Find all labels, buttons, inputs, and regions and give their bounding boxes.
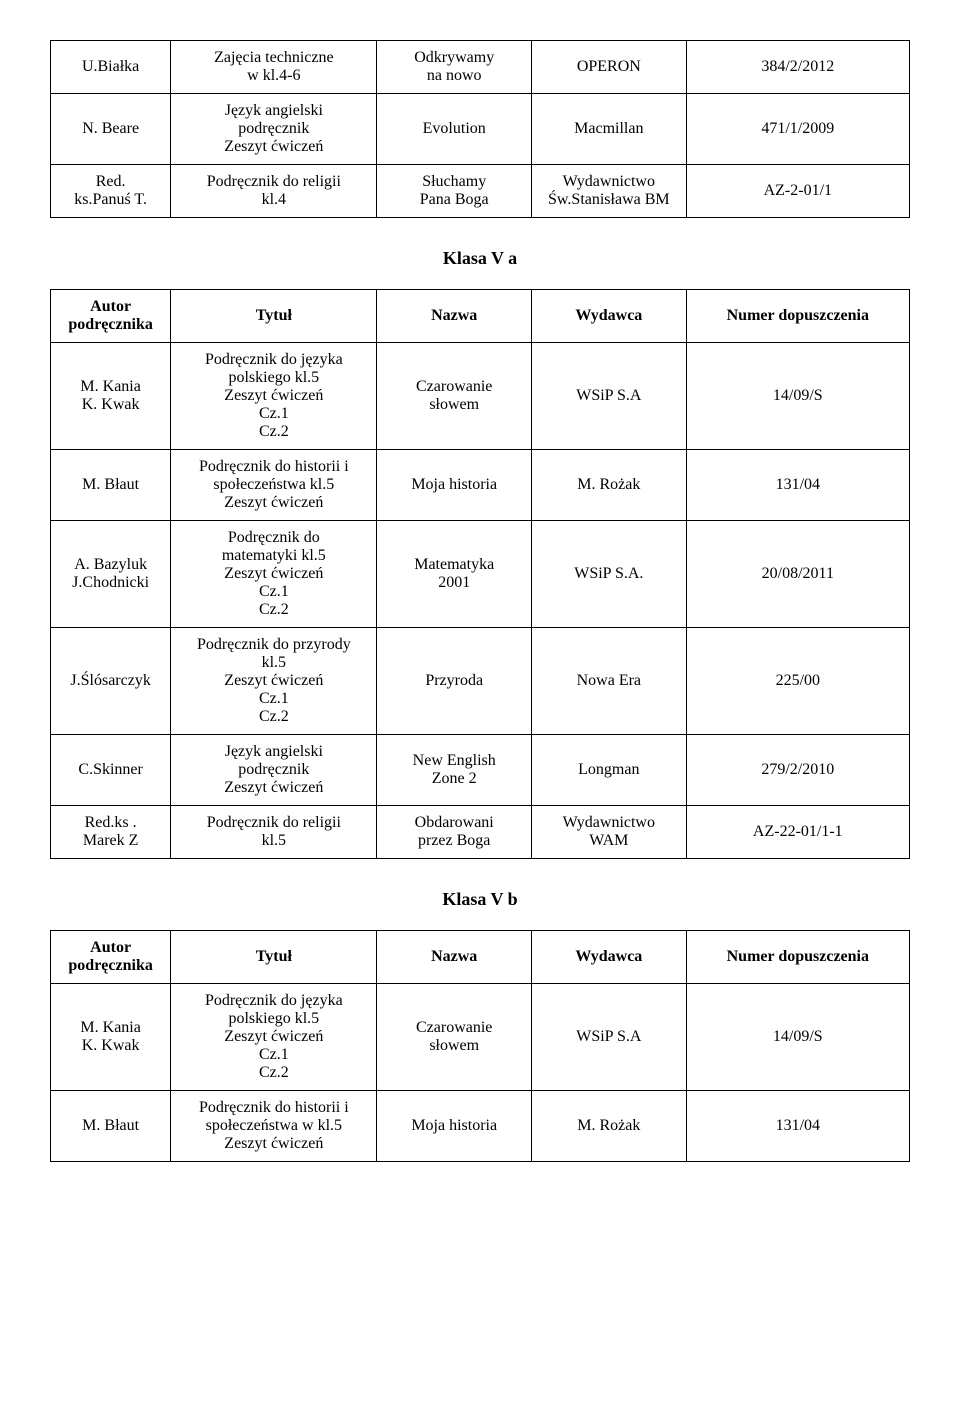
section-heading-klasa-va: Klasa V a [50, 248, 910, 269]
cell-number: 14/09/S [686, 343, 909, 450]
textbook-table-1: U.Białka Zajęcia technicznew kl.4-6 Odkr… [50, 40, 910, 218]
cell-name: Matematyka2001 [377, 521, 532, 628]
cell-name: Czarowaniesłowem [377, 343, 532, 450]
table-row: J.Ślósarczyk Podręcznik do przyrodykl.5Z… [51, 628, 910, 735]
cell-author: M. KaniaK. Kwak [51, 984, 171, 1091]
table-body: U.Białka Zajęcia technicznew kl.4-6 Odkr… [51, 41, 910, 218]
header-number: Numer dopuszczenia [686, 931, 909, 984]
cell-publisher: WSiP S.A [532, 984, 687, 1091]
table-row: U.Białka Zajęcia technicznew kl.4-6 Odkr… [51, 41, 910, 94]
header-number: Numer dopuszczenia [686, 290, 909, 343]
cell-author: J.Ślósarczyk [51, 628, 171, 735]
cell-name: Moja historia [377, 450, 532, 521]
table-row: M. Błaut Podręcznik do historii ispołecz… [51, 450, 910, 521]
cell-name: New EnglishZone 2 [377, 735, 532, 806]
cell-author: Red.ks.Panuś T. [51, 165, 171, 218]
cell-number: 131/04 [686, 450, 909, 521]
cell-author: M. Błaut [51, 1091, 171, 1162]
cell-title: Podręcznik do historii ispołeczeństwa kl… [171, 450, 377, 521]
cell-publisher: Nowa Era [532, 628, 687, 735]
cell-author: N. Beare [51, 94, 171, 165]
table-row: N. Beare Język angielskipodręcznikZeszyt… [51, 94, 910, 165]
table-head: Autorpodręcznika Tytuł Nazwa Wydawca Num… [51, 290, 910, 343]
cell-number: AZ-22-01/1-1 [686, 806, 909, 859]
cell-number: 225/00 [686, 628, 909, 735]
header-publisher: Wydawca [532, 931, 687, 984]
cell-title: Język angielskipodręcznikZeszyt ćwiczeń [171, 735, 377, 806]
cell-author: A. BazylukJ.Chodnicki [51, 521, 171, 628]
table-row: M. KaniaK. Kwak Podręcznik do językapols… [51, 984, 910, 1091]
table-row: Red.ks.Panuś T. Podręcznik do religiikl.… [51, 165, 910, 218]
table-row: M. KaniaK. Kwak Podręcznik do językapols… [51, 343, 910, 450]
cell-author: Red.ks .Marek Z [51, 806, 171, 859]
header-author: Autorpodręcznika [51, 931, 171, 984]
cell-publisher: M. Rożak [532, 450, 687, 521]
cell-name: Obdarowaniprzez Boga [377, 806, 532, 859]
table-row: C.Skinner Język angielskipodręcznikZeszy… [51, 735, 910, 806]
cell-author: M. KaniaK. Kwak [51, 343, 171, 450]
cell-author: C.Skinner [51, 735, 171, 806]
table-body: M. KaniaK. Kwak Podręcznik do językapols… [51, 984, 910, 1162]
cell-title: Podręcznik do językapolskiego kl.5Zeszyt… [171, 343, 377, 450]
cell-publisher: WSiP S.A [532, 343, 687, 450]
table-header-row: Autorpodręcznika Tytuł Nazwa Wydawca Num… [51, 290, 910, 343]
header-name: Nazwa [377, 931, 532, 984]
section-heading-klasa-vb: Klasa V b [50, 889, 910, 910]
cell-name: Czarowaniesłowem [377, 984, 532, 1091]
cell-publisher: M. Rożak [532, 1091, 687, 1162]
table-header-row: Autorpodręcznika Tytuł Nazwa Wydawca Num… [51, 931, 910, 984]
cell-name: SłuchamyPana Boga [377, 165, 532, 218]
cell-name: Evolution [377, 94, 532, 165]
cell-name: Odkrywamyna nowo [377, 41, 532, 94]
cell-author: U.Białka [51, 41, 171, 94]
table-head: Autorpodręcznika Tytuł Nazwa Wydawca Num… [51, 931, 910, 984]
cell-title: Podręcznik do religiikl.4 [171, 165, 377, 218]
cell-publisher: WydawnictwoŚw.Stanisława BM [532, 165, 687, 218]
cell-author: M. Błaut [51, 450, 171, 521]
cell-number: 279/2/2010 [686, 735, 909, 806]
cell-number: 20/08/2011 [686, 521, 909, 628]
header-publisher: Wydawca [532, 290, 687, 343]
cell-publisher: OPERON [532, 41, 687, 94]
textbook-table-3: Autorpodręcznika Tytuł Nazwa Wydawca Num… [50, 930, 910, 1162]
cell-number: 131/04 [686, 1091, 909, 1162]
header-title: Tytuł [171, 290, 377, 343]
header-title: Tytuł [171, 931, 377, 984]
cell-title: Podręcznik do religiikl.5 [171, 806, 377, 859]
textbook-table-2: Autorpodręcznika Tytuł Nazwa Wydawca Num… [50, 289, 910, 859]
table-row: M. Błaut Podręcznik do historii ispołecz… [51, 1091, 910, 1162]
table-body: M. KaniaK. Kwak Podręcznik do językapols… [51, 343, 910, 859]
cell-title: Język angielskipodręcznikZeszyt ćwiczeń [171, 94, 377, 165]
cell-title: Podręcznik domatematyki kl.5Zeszyt ćwicz… [171, 521, 377, 628]
cell-name: Moja historia [377, 1091, 532, 1162]
cell-title: Podręcznik do językapolskiego kl.5Zeszyt… [171, 984, 377, 1091]
header-author: Autorpodręcznika [51, 290, 171, 343]
cell-number: AZ-2-01/1 [686, 165, 909, 218]
cell-number: 14/09/S [686, 984, 909, 1091]
cell-publisher: WydawnictwoWAM [532, 806, 687, 859]
cell-title: Podręcznik do historii ispołeczeństwa w … [171, 1091, 377, 1162]
table-row: A. BazylukJ.Chodnicki Podręcznik domatem… [51, 521, 910, 628]
cell-name: Przyroda [377, 628, 532, 735]
header-name: Nazwa [377, 290, 532, 343]
cell-number: 471/1/2009 [686, 94, 909, 165]
cell-title: Podręcznik do przyrodykl.5Zeszyt ćwiczeń… [171, 628, 377, 735]
cell-publisher: Macmillan [532, 94, 687, 165]
table-row: Red.ks .Marek Z Podręcznik do religiikl.… [51, 806, 910, 859]
cell-number: 384/2/2012 [686, 41, 909, 94]
cell-title: Zajęcia technicznew kl.4-6 [171, 41, 377, 94]
cell-publisher: WSiP S.A. [532, 521, 687, 628]
cell-publisher: Longman [532, 735, 687, 806]
